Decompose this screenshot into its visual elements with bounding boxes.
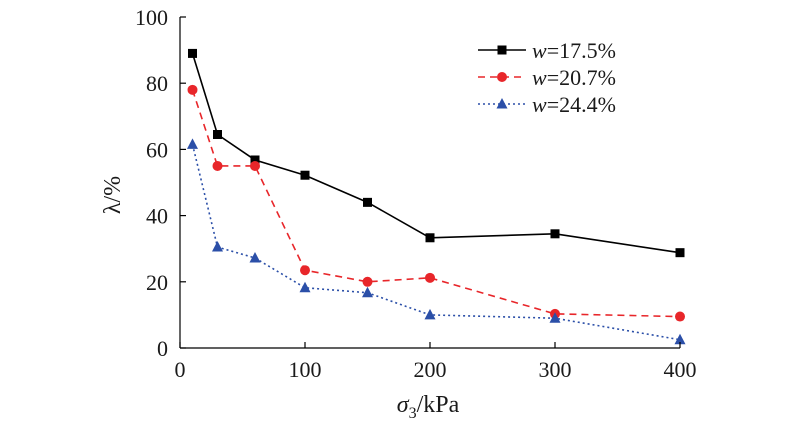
x-tick-label: 300 bbox=[539, 357, 572, 382]
data-point bbox=[425, 233, 435, 243]
data-point bbox=[213, 130, 222, 140]
data-point bbox=[249, 251, 261, 263]
x-tick-label: 400 bbox=[664, 357, 697, 382]
data-point bbox=[300, 170, 310, 180]
y-tick-label: 100 bbox=[135, 5, 168, 30]
y-tick-label: 80 bbox=[146, 71, 168, 96]
x-axis-label: σ3/kPa bbox=[397, 392, 460, 422]
y-axis-ticks: 0 20 40 60 80 100 bbox=[135, 5, 186, 361]
legend-label-variable: w bbox=[532, 65, 547, 90]
series-line bbox=[191, 53, 681, 254]
data-point bbox=[212, 160, 223, 171]
series-3 bbox=[187, 138, 686, 345]
series-layer bbox=[187, 48, 686, 345]
legend-label: w=17.5% bbox=[532, 38, 616, 63]
data-point bbox=[550, 229, 560, 239]
legend-label-value: =20.7% bbox=[547, 65, 616, 90]
legend-label: w=24.4% bbox=[532, 92, 616, 117]
legend-item-3: w=24.4% bbox=[478, 92, 616, 117]
legend-marker bbox=[496, 98, 508, 109]
legend-marker bbox=[497, 45, 507, 55]
y-tick-label: 40 bbox=[146, 204, 168, 229]
legend-label-value: =24.4% bbox=[547, 92, 616, 117]
data-point bbox=[675, 311, 685, 322]
data-point bbox=[425, 272, 435, 283]
data-point bbox=[363, 197, 372, 207]
legend-label-variable: w bbox=[532, 38, 547, 63]
x-axis-ticks: 0 100 200 300 400 bbox=[175, 342, 697, 382]
data-point bbox=[674, 333, 686, 345]
data-point bbox=[212, 241, 223, 252]
plot-area: 0 100 200 300 400 0 20 40 60 80 100 bbox=[135, 5, 697, 382]
data-point bbox=[299, 281, 311, 293]
data-point bbox=[187, 138, 198, 149]
data-point bbox=[424, 308, 436, 320]
legend-item-1: w=17.5% bbox=[478, 38, 616, 63]
series-line bbox=[191, 144, 681, 341]
data-point bbox=[250, 160, 260, 171]
legend-marker bbox=[497, 72, 507, 82]
x-tick-label: 0 bbox=[175, 357, 186, 382]
data-point bbox=[362, 276, 373, 287]
data-point bbox=[250, 155, 260, 165]
y-tick-label: 60 bbox=[146, 137, 168, 162]
data-point bbox=[187, 84, 198, 95]
series-2 bbox=[187, 84, 685, 322]
legend-label: w=20.7% bbox=[532, 65, 616, 90]
x-tick-label: 200 bbox=[414, 357, 447, 382]
data-point bbox=[300, 265, 310, 276]
series-line bbox=[191, 89, 681, 318]
x-axis-label-unit: /kPa bbox=[417, 392, 460, 418]
legend-item-2: w=20.7% bbox=[478, 65, 616, 90]
data-point bbox=[188, 48, 197, 58]
series-1 bbox=[188, 48, 685, 258]
x-tick-label: 100 bbox=[289, 357, 322, 382]
legend-label-value: =17.5% bbox=[547, 38, 616, 63]
data-point bbox=[549, 312, 561, 323]
x-axis-label-subscript: 3 bbox=[409, 405, 417, 422]
y-tick-label: 20 bbox=[146, 270, 168, 295]
x-axis-label-symbol: σ bbox=[397, 392, 410, 418]
y-axis-label: λ/% bbox=[100, 176, 126, 214]
legend-label-variable: w bbox=[532, 92, 547, 117]
data-point bbox=[675, 248, 685, 258]
axes-layer: 0 100 200 300 400 0 20 40 60 80 100 bbox=[135, 5, 697, 382]
data-point bbox=[362, 286, 373, 298]
y-tick-label: 0 bbox=[157, 336, 168, 361]
legend: w=17.5%w=20.7%w=24.4% bbox=[478, 38, 616, 117]
